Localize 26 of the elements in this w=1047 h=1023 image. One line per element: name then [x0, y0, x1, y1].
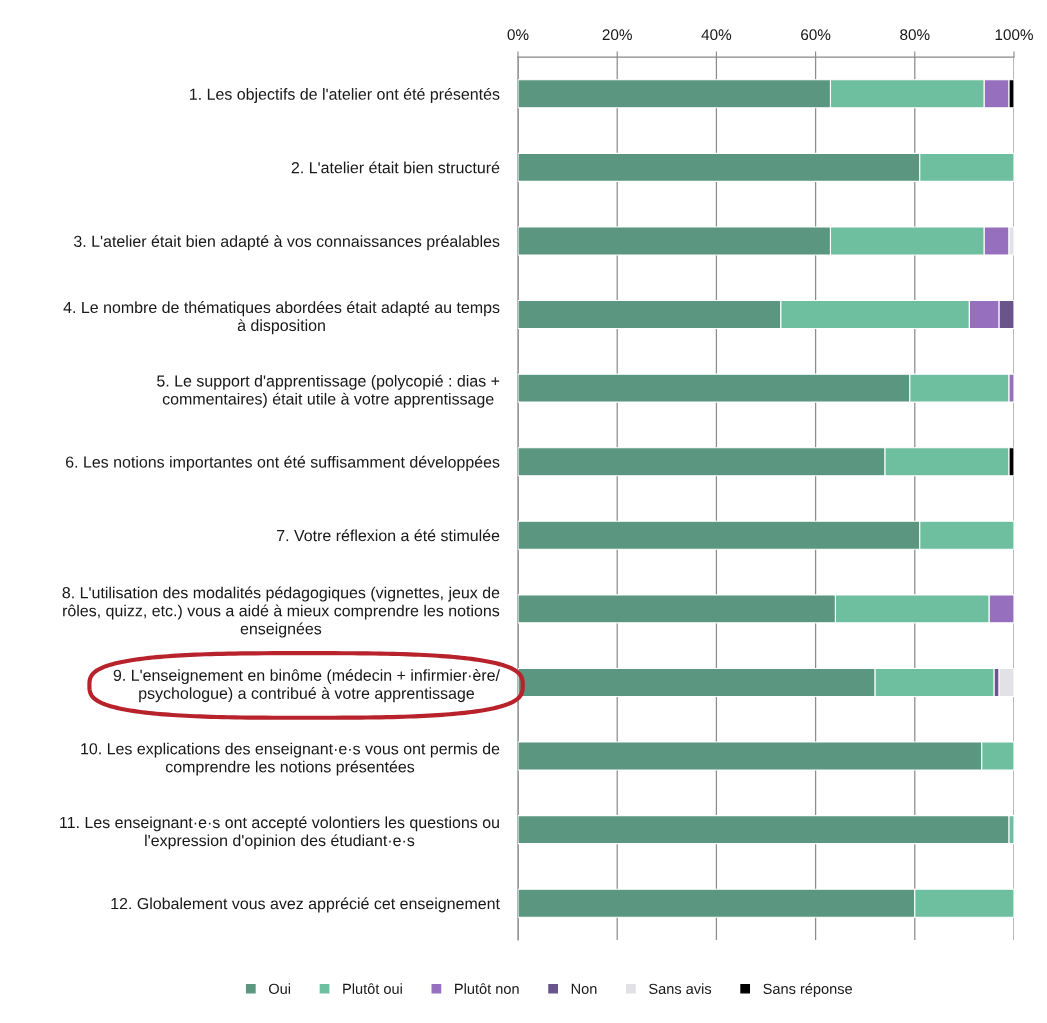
y-tick-label: 5. Le support d'apprentissage (polycopié : dias + commentaires) était utile à votre apprentissage [157, 374, 500, 408]
legend-label: Oui [269, 983, 291, 994]
y-tick-label: 4. Le nombre de thématiques abordées était adapté au temps à disposition [63, 301, 500, 335]
x-tick-label: 0% [507, 29, 529, 41]
y-tick-label: 10. Les explications des enseignant·e·s vous ont permis de comprendre les notions présentées [81, 742, 500, 776]
legend-label: Non [571, 983, 597, 994]
y-tick-label: 11. Les enseignant·e·s ont accepté volontiers les questions ou l'expression d'opinion des étudiant·e·s [60, 816, 499, 850]
legend-label: Plutôt non [455, 983, 519, 994]
legend-label: Sans avis [649, 983, 712, 994]
y-tick-label: 3. L'atelier était bien adapté à vos connaissances préalables [73, 235, 500, 251]
x-tick-label: 40% [701, 29, 732, 41]
y-tick-label: 7. Votre réflexion a été stimulée [277, 529, 500, 542]
x-tick-label: 60% [801, 29, 831, 41]
bar [518, 815, 1010, 845]
x-tick-label: 80% [900, 29, 930, 41]
bar [998, 667, 1014, 697]
y-tick-label: 1. Les objectifs de l'atelier ont été présentés [190, 87, 500, 103]
y-tick-label: 6. Les notions importantes ont été suffisamment développées [66, 455, 500, 471]
legend-label: Sans réponse [763, 983, 853, 997]
y-tick-label: 12. Globalement vous avez apprécié cet enseignement [111, 897, 500, 913]
y-tick-label: 9. L'enseignement en binôme (médecin + infirmier·ère/ psychologue) a contribué à votre apprentissage [113, 669, 500, 703]
x-tick-label: 20% [602, 29, 632, 41]
legend-label: Plutôt oui [343, 983, 402, 994]
x-tick-label: 100% [995, 29, 1033, 41]
y-tick-label: 2. L'atelier était bien structuré [291, 161, 500, 174]
y-tick-label: 8. L'utilisation des modalités pédagogiques (vignettes, jeux de rôles, quizz, etc.) vous a aidé à mieux comprendre les notions enseignées [62, 586, 500, 638]
